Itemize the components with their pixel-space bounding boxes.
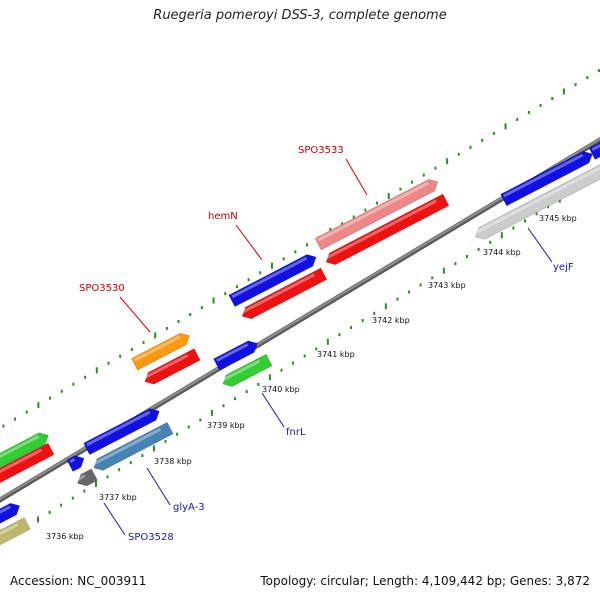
spo3533-complement-body (325, 193, 450, 265)
fnrl-leader (261, 392, 285, 428)
gene-label: SPO3533 (298, 145, 344, 156)
kbp-labels: 3736 kbp 3737 kbp 3738 kbp 3739 kbp 3740 kbp… (46, 214, 577, 541)
hemn-forward-shine (231, 256, 308, 299)
spo3533-complement-shine (325, 199, 437, 260)
yejf-complement (474, 153, 600, 240)
gene-label: glyA-3 (173, 502, 205, 513)
gene-label: SPO3528 (128, 532, 174, 543)
spo3530-forward (131, 332, 190, 371)
spo3533-forward-shine (317, 181, 429, 242)
gene-complement-left (0, 442, 55, 485)
gene-forward-bottom-left (0, 502, 21, 531)
spo3530-forward-body (131, 332, 190, 371)
spo3528-forward-shine (69, 458, 76, 463)
yejf-complement-body (475, 153, 600, 240)
glya3-forward (83, 408, 160, 456)
spo3528-forward (66, 455, 85, 472)
hemn-forward (228, 254, 317, 308)
spo3528-complement (77, 468, 98, 487)
gene-forward-edge-body (588, 109, 600, 160)
kbp-label: 3740 kbp (262, 385, 300, 394)
gene-label: fnrL (286, 427, 306, 438)
gene-complement-left-body (0, 442, 55, 485)
kbp-label: 3742 kbp (372, 316, 410, 325)
gene-forward-left-shine (0, 434, 40, 463)
label-leader-lines (103, 158, 553, 536)
gene-features (0, 109, 600, 550)
gene-label: yejF (553, 262, 574, 273)
hemn-complement-shine (241, 273, 315, 314)
spo3533-forward-body (314, 179, 439, 251)
spo3533-leader (345, 158, 368, 196)
gene-forward-bottom-left-body (0, 502, 21, 531)
spo3528-complement-shine (77, 474, 86, 481)
gene-forward-left-body (0, 432, 49, 471)
fnrl-complement-body (222, 353, 273, 387)
yejf-forward-body (500, 151, 593, 207)
spo3530-complement (144, 348, 201, 385)
spo3533-forward (314, 179, 439, 251)
fnrl-forward (213, 340, 258, 371)
yejf-complement-shine (474, 158, 600, 235)
yejf-forward (500, 151, 593, 207)
spo3528-complement-body (77, 468, 98, 487)
glya3-forward-body (83, 408, 160, 456)
map-title: Ruegeria pomeroyi DSS-3, complete genome (153, 8, 447, 23)
spo3530-forward-shine (133, 335, 181, 362)
glya3-complement-body (93, 421, 174, 471)
gene-forward-edge (588, 109, 600, 160)
spo3528-forward-body (66, 455, 85, 472)
gene-complement-bottom-left-body (0, 517, 31, 550)
gene-forward-left (0, 432, 49, 471)
gene-forward-bottom-left-shine (0, 505, 11, 522)
kbp-label: 3744 kbp (483, 248, 521, 257)
gene-complement-bottom-left (0, 517, 31, 550)
hemn-complement (241, 267, 328, 320)
gene-label: SPO3530 (79, 283, 125, 294)
fnrl-forward-shine (216, 343, 249, 362)
kbp-label: 3745 kbp (539, 214, 577, 223)
fnrl-complement (222, 353, 273, 387)
glya3-complement-shine (93, 427, 162, 466)
tick-marks (2, 69, 600, 543)
gene-complement-left-shine (0, 448, 43, 479)
kbp-label: 3737 kbp (99, 493, 137, 502)
spo3530-complement-body (144, 348, 201, 385)
kbp-label: 3739 kbp (207, 421, 245, 430)
accession-label: Accession: NC_003911 (10, 574, 147, 588)
hemn-complement-body (241, 267, 328, 320)
gene-labels: SPO3533 hemN SPO3530 yejF fnrL glyA-3 SPO3528 (79, 145, 574, 543)
topology-summary: Topology: circular; Length: 4,109,442 bp… (260, 574, 590, 588)
spo3528-leader (103, 502, 126, 536)
kbp-label: 3741 kbp (317, 350, 355, 359)
spo3533-complement (325, 193, 450, 265)
fnrl-complement-shine (222, 359, 261, 382)
yejf-leader (527, 227, 553, 263)
hemn-forward-body (228, 254, 317, 308)
glya3-complement (93, 421, 174, 471)
kbp-label: 3736 kbp (46, 532, 84, 541)
hemn-leader (235, 224, 263, 261)
glya3-leader (146, 467, 171, 506)
kbp-label: 3738 kbp (154, 457, 192, 466)
yejf-forward-shine (503, 153, 584, 198)
glya3-forward-shine (86, 410, 151, 447)
kbp-label: 3743 kbp (428, 281, 466, 290)
gene-complement-bottom-left-shine (0, 523, 19, 544)
spo3530-complement-shine (144, 354, 189, 379)
fnrl-forward-body (213, 340, 258, 371)
gene-label: hemN (208, 211, 238, 222)
spo3530-leader (119, 296, 151, 333)
